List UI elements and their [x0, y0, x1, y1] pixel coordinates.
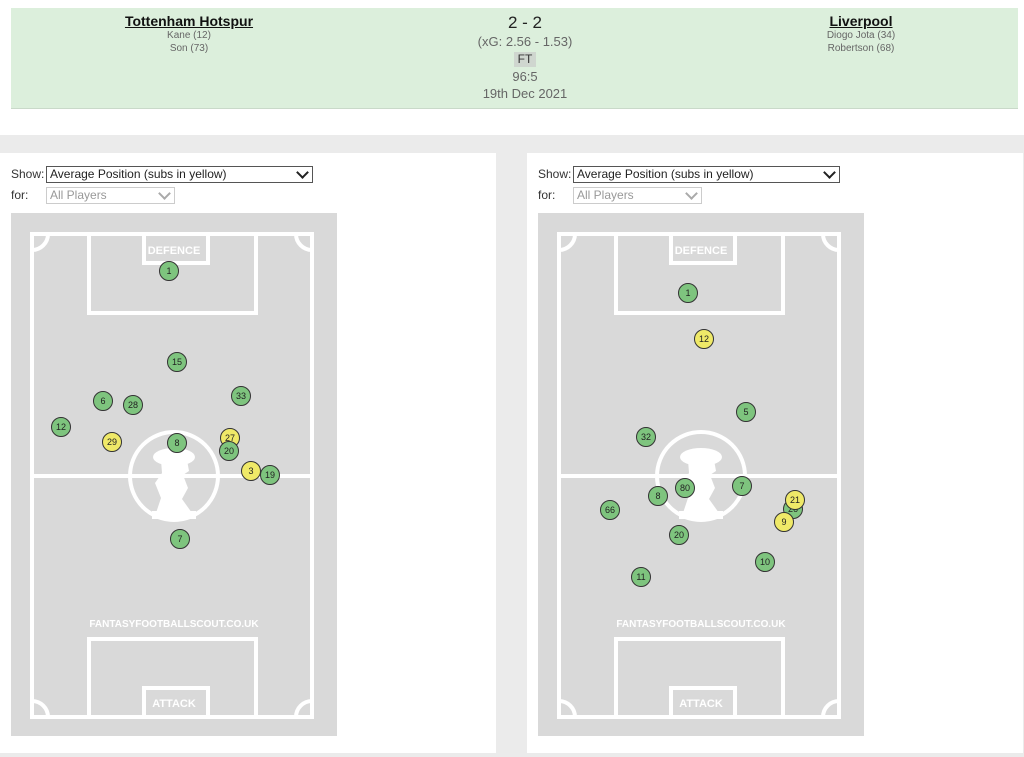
defence-label: DEFENCE — [148, 245, 201, 257]
attack-label: ATTACK — [152, 698, 196, 710]
player-marker[interactable]: 21 — [785, 490, 805, 510]
player-marker[interactable]: 6 — [93, 391, 113, 411]
home-team-link[interactable]: Tottenham Hotspur — [124, 13, 254, 29]
away-scorer: Robertson (68) — [827, 43, 895, 54]
away-team-block: Liverpool Diogo Jota (34) Robertson (68) — [786, 13, 936, 55]
away-team-link[interactable]: Liverpool — [829, 13, 893, 29]
player-marker[interactable]: 12 — [51, 417, 71, 437]
pitch-markings: DEFENCE ATTACK FANTASYFOOTBALLSCOUT.CO.U… — [557, 232, 841, 719]
match-score: 2 - 2 — [507, 13, 543, 32]
show-label: Show: — [11, 167, 45, 181]
status-badge: FT — [513, 52, 537, 67]
home-team-block: Tottenham Hotspur Kane (12) Son (73) — [114, 13, 264, 55]
player-marker[interactable]: 20 — [669, 525, 689, 545]
player-marker[interactable]: 29 — [102, 432, 122, 452]
attack-label: ATTACK — [679, 698, 723, 710]
show-select[interactable]: Average Position (subs in yellow) — [573, 166, 840, 183]
away-scorer: Diogo Jota (34) — [826, 30, 896, 41]
for-label: for: — [11, 188, 29, 202]
defence-label: DEFENCE — [675, 245, 728, 257]
watermark-label: FANTASYFOOTBALLSCOUT.CO.UK — [616, 619, 786, 630]
match-minute: 96:5 — [512, 69, 538, 84]
watermark-label: FANTASYFOOTBALLSCOUT.CO.UK — [89, 619, 259, 630]
for-control: for: All Players — [11, 187, 175, 204]
for-label: for: — [538, 188, 556, 202]
for-select[interactable]: All Players — [573, 187, 702, 204]
player-marker[interactable]: 80 — [675, 478, 695, 498]
player-marker[interactable]: 10 — [755, 552, 775, 572]
show-select-value: Average Position (subs in yellow) — [577, 167, 754, 181]
player-marker[interactable]: 33 — [231, 386, 251, 406]
match-header: Tottenham Hotspur Kane (12) Son (73) 2 -… — [0, 0, 1024, 135]
show-label: Show: — [538, 167, 572, 181]
match-center-info: 2 - 2 (xG: 2.56 - 1.53) FT 96:5 19th Dec… — [425, 13, 625, 102]
show-control: Show: Average Position (subs in yellow) — [11, 166, 313, 183]
player-marker[interactable]: 11 — [631, 567, 651, 587]
player-marker[interactable]: 12 — [694, 329, 714, 349]
match-date: 19th Dec 2021 — [482, 86, 568, 101]
pitch: DEFENCE ATTACK FANTASYFOOTBALLSCOUT.CO.U… — [538, 213, 864, 736]
home-positions-panel: Show: Average Position (subs in yellow) … — [0, 153, 496, 753]
player-marker[interactable]: 28 — [123, 395, 143, 415]
show-select[interactable]: Average Position (subs in yellow) — [46, 166, 313, 183]
chevron-down-icon — [158, 187, 171, 200]
player-marker[interactable]: 8 — [648, 486, 668, 506]
player-marker[interactable]: 1 — [678, 283, 698, 303]
player-marker[interactable]: 20 — [219, 441, 239, 461]
player-marker[interactable]: 8 — [167, 433, 187, 453]
player-marker[interactable]: 19 — [260, 465, 280, 485]
match-xg: (xG: 2.56 - 1.53) — [477, 34, 573, 49]
player-marker[interactable]: 5 — [736, 402, 756, 422]
pitch-logo-icon — [152, 448, 196, 519]
player-marker[interactable]: 1 — [159, 261, 179, 281]
for-select-value: All Players — [577, 188, 634, 202]
player-marker[interactable]: 7 — [170, 529, 190, 549]
chevron-down-icon — [296, 166, 309, 179]
away-positions-panel: Show: Average Position (subs in yellow) … — [527, 153, 1023, 753]
player-marker[interactable]: 15 — [167, 352, 187, 372]
for-control: for: All Players — [538, 187, 702, 204]
for-select-value: All Players — [50, 188, 107, 202]
home-scorer: Kane (12) — [167, 30, 211, 41]
pitch: DEFENCE ATTACK FANTASYFOOTBALLSCOUT.CO.U… — [11, 213, 337, 736]
player-marker[interactable]: 32 — [636, 427, 656, 447]
pitch-markings: DEFENCE ATTACK FANTASYFOOTBALLSCOUT.CO.U… — [30, 232, 314, 719]
chevron-down-icon — [685, 187, 698, 200]
show-control: Show: Average Position (subs in yellow) — [538, 166, 840, 183]
show-select-value: Average Position (subs in yellow) — [50, 167, 227, 181]
player-marker[interactable]: 7 — [732, 476, 752, 496]
score-band: Tottenham Hotspur Kane (12) Son (73) 2 -… — [11, 8, 1018, 109]
home-scorer: Son (73) — [169, 43, 209, 54]
for-select[interactable]: All Players — [46, 187, 175, 204]
player-marker[interactable]: 66 — [600, 500, 620, 520]
player-marker[interactable]: 3 — [241, 461, 261, 481]
chevron-down-icon — [823, 166, 836, 179]
pitch-logo-icon — [679, 448, 723, 519]
player-marker[interactable]: 9 — [774, 512, 794, 532]
